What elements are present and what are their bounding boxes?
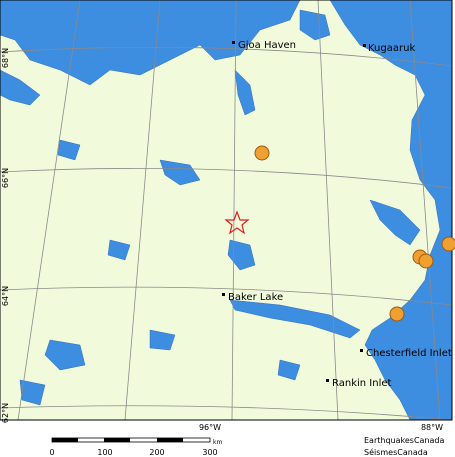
epicenter-star — [224, 210, 250, 235]
scale-label: 0 — [49, 448, 54, 457]
lat-label: 66°N — [1, 168, 10, 188]
scale-bar: 0 100 200 300 km — [49, 437, 222, 457]
graticule — [0, 0, 453, 421]
city-marker — [363, 44, 366, 47]
city-marker — [326, 379, 329, 382]
city-label: Gjoa Haven — [238, 40, 296, 51]
scale-label: 200 — [149, 448, 164, 457]
scale-label: 100 — [97, 448, 112, 457]
city-marker — [360, 349, 363, 352]
map-frame — [0, 0, 453, 421]
scale-bar-segment — [52, 438, 78, 442]
city-label: Chesterfield Inlet — [366, 348, 452, 359]
scale-bar-segment — [157, 438, 183, 442]
lat-label: 68°N — [1, 48, 10, 68]
earthquake — [389, 306, 405, 322]
scale-unit: km — [213, 439, 222, 446]
city-label: Baker Lake — [228, 292, 283, 303]
earthquake — [441, 236, 455, 252]
cities: Gjoa Haven Kugaaruk Baker Lake Chesterfi… — [222, 40, 452, 389]
lon-label: 88°W — [421, 423, 443, 432]
city-marker — [222, 293, 225, 296]
lat-label: 62°N — [1, 403, 10, 423]
city-label: Kugaaruk — [368, 43, 415, 54]
latitude-labels: 68°N 66°N 64°N 62°N — [1, 48, 10, 423]
city-marker — [232, 41, 235, 44]
scale-label: 300 — [202, 448, 217, 457]
lon-label: 96°W — [199, 423, 221, 432]
earthquake — [254, 145, 270, 161]
scale-bar-segment — [104, 438, 130, 442]
credit: EarthquakesCanada — [364, 436, 444, 445]
credit: SéismesCanada — [364, 447, 428, 457]
lat-label: 64°N — [1, 286, 10, 306]
city-label: Rankin Inlet — [332, 378, 391, 389]
earthquakes — [224, 145, 455, 322]
earthquake — [418, 253, 434, 269]
water — [0, 0, 453, 421]
